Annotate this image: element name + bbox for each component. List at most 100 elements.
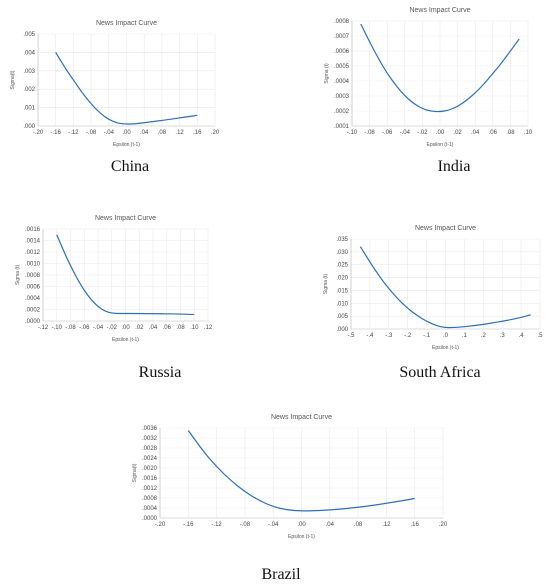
chart-1-y-axis-label: Sigma (t): [324, 63, 330, 84]
chart-3-x-tick-label: .4: [519, 333, 525, 339]
chart-svg-russia: News Impact Curve .0000 .0002 .0004 .0006 .00…: [15, 215, 213, 343]
chart-2-x-tick-label: .12: [204, 325, 213, 331]
chart-0-x-tick-label: .16: [193, 130, 202, 136]
chart-1-x-tick-label: .00: [436, 130, 445, 136]
chart-3-x-tick-label: -.4: [366, 333, 374, 339]
chart-4-y-tick-label: .0024: [142, 456, 158, 462]
chart-4-y-tick-label: .0020: [142, 466, 158, 472]
chart-3-x-tick-label: .0: [443, 333, 449, 339]
chart-2-y-tick-label: .0008: [25, 273, 41, 279]
chart-3-y-tick-label: .025: [336, 263, 348, 269]
chart-4-x-tick-label: .16: [411, 522, 420, 528]
chart-0-x-tick-label: -.20: [33, 130, 44, 136]
chart-4-x-tick-label: -.16: [183, 522, 194, 528]
chart-4-x-axis-label: Epsilon (t-1): [288, 534, 315, 540]
chart-2-x-tick-label: .06: [163, 325, 172, 331]
chart-3-x-tick-label: .1: [462, 333, 468, 339]
chart-0-y-tick-label: .005: [23, 32, 35, 38]
chart-2-x-tick-label: .00: [121, 325, 130, 331]
chart-2-y-tick-label: .0004: [25, 296, 41, 302]
chart-2-y-tick-label: .0006: [25, 285, 41, 291]
chart-2-y-tick-label: .0010: [25, 262, 41, 268]
chart-3-x-tick-label: -.2: [404, 333, 412, 339]
chart-3-y-tick-label: .015: [336, 288, 348, 294]
chart-0-x-tick-label: .08: [158, 130, 167, 136]
chart-3-y-tick-label: .000: [336, 327, 348, 333]
chart-2-x-tick-label: -.04: [93, 325, 104, 331]
chart-1-x-tick-label: -.08: [364, 130, 375, 136]
chart-1-x-tick-label: .04: [471, 130, 480, 136]
chart-3-y-tick-label: .020: [336, 276, 348, 282]
chart-3-y-axis-label: Sigma (t): [323, 274, 329, 295]
chart-2-y-tick-label: .0016: [25, 227, 41, 233]
chart-1-y-tick-label: .0005: [334, 64, 350, 70]
chart-0-x-tick-label: -.04: [104, 130, 115, 136]
chart-0-y-axis-label: Sigma(t): [10, 70, 16, 89]
chart-1-x-tick-label: -.06: [382, 130, 393, 136]
chart-3-x-tick-label: .3: [500, 333, 506, 339]
chart-0-x-tick-label: .00: [122, 130, 131, 136]
chart-4-y-tick-label: .0028: [142, 446, 158, 452]
chart-0-title: News Impact Curve: [96, 20, 157, 27]
chart-panel-china: News Impact Curve .000 .001 .002 .003 .004 .00…: [0, 14, 230, 148]
chart-4-x-tick-label: -.04: [268, 522, 279, 528]
chart-2-x-axis-label: Epsilon (t-1): [112, 337, 139, 343]
chart-3-y-tick-label: .030: [336, 250, 348, 256]
chart-2-y-axis-label: Sigma (t): [15, 265, 21, 286]
chart-2-x-tick-label: .08: [176, 325, 185, 331]
chart-0-x-tick-label: -.08: [86, 130, 97, 136]
chart-4-x-tick-label: -.20: [155, 522, 166, 528]
chart-1-y-tick-label: .0006: [334, 49, 350, 55]
chart-1-y-tick-label: .0003: [334, 94, 350, 100]
chart-4-x-tick-label: .00: [297, 522, 306, 528]
chart-0-x-tick-label: -.16: [51, 130, 62, 136]
chart-3-series-line-0: [359, 246, 531, 329]
chart-2-x-tick-label: .10: [190, 325, 199, 331]
chart-0-x-tick-label: -.12: [68, 130, 79, 136]
chart-0-x-axis-label: Epsilon (t-1): [113, 142, 140, 148]
chart-1-y-tick-label: .0008: [334, 19, 350, 25]
chart-svg-india: News Impact Curve .0001 .0002 .0003 .0004 .00…: [324, 7, 533, 148]
chart-2-y-tick-label: .0000: [25, 319, 41, 325]
chart-panel-india: News Impact Curve .0001 .0002 .0003 .0004 .00…: [320, 4, 545, 149]
chart-4-x-tick-label: -.12: [211, 522, 222, 528]
chart-4-x-tick-label: .04: [326, 522, 335, 528]
chart-2-x-tick-label: -.08: [65, 325, 76, 331]
chart-1-y-tick-label: .0001: [334, 124, 350, 130]
chart-3-x-tick-label: -.5: [347, 333, 355, 339]
chart-4-y-tick-label: .0036: [142, 426, 158, 432]
chart-1-x-axis-label: Epsilon (t-1): [427, 142, 454, 148]
chart-0-y-tick-label: .004: [23, 50, 35, 56]
chart-3-x-tick-label: .5: [537, 333, 543, 339]
caption-china: China: [110, 158, 150, 175]
chart-panel-south-africa: News Impact Curve .000 .005 .010 .015 .020 .02…: [313, 219, 543, 351]
chart-0-y-tick-label: .001: [23, 106, 35, 112]
chart-4-y-tick-label: .0032: [142, 436, 158, 442]
chart-3-x-tick-label: .2: [481, 333, 487, 339]
chart-2-y-tick-label: .0002: [25, 308, 41, 314]
chart-1-x-tick-label: -.02: [417, 130, 428, 136]
chart-4-y-tick-label: .0004: [142, 506, 158, 512]
chart-0-y-tick-label: .003: [23, 69, 35, 75]
chart-1-x-tick-label: .10: [524, 130, 533, 136]
chart-0-y-tick-label: .000: [23, 124, 35, 130]
chart-1-title: News Impact Curve: [409, 7, 470, 14]
chart-4-x-tick-label: .20: [439, 522, 448, 528]
chart-1-y-tick-label: .0002: [334, 109, 350, 115]
chart-svg-china: News Impact Curve .000 .001 .002 .003 .004 .00…: [10, 20, 220, 148]
caption-india: India: [437, 158, 471, 175]
chart-panel-brazil: News Impact Curve .0000 .0004 .0008 .0012 .00…: [112, 406, 452, 541]
chart-panel-russia: News Impact Curve .0000 .0002 .0004 .0006 .00…: [0, 209, 225, 354]
chart-4-title: News Impact Curve: [271, 414, 332, 421]
chart-3-y-tick-label: .010: [336, 301, 348, 307]
chart-3-x-tick-label: -.1: [423, 333, 431, 339]
chart-2-x-tick-label: .02: [135, 325, 144, 331]
chart-0-x-tick-label: .12: [175, 130, 184, 136]
chart-4-series-line-0: [187, 430, 415, 512]
chart-2-title: News Impact Curve: [95, 215, 156, 222]
chart-1-x-tick-label: .06: [489, 130, 498, 136]
chart-1-y-tick-label: .0004: [334, 79, 350, 85]
chart-1-y-tick-label: .0007: [334, 34, 350, 40]
chart-0-x-tick-label: .04: [140, 130, 149, 136]
chart-4-y-tick-label: .0008: [142, 496, 158, 502]
